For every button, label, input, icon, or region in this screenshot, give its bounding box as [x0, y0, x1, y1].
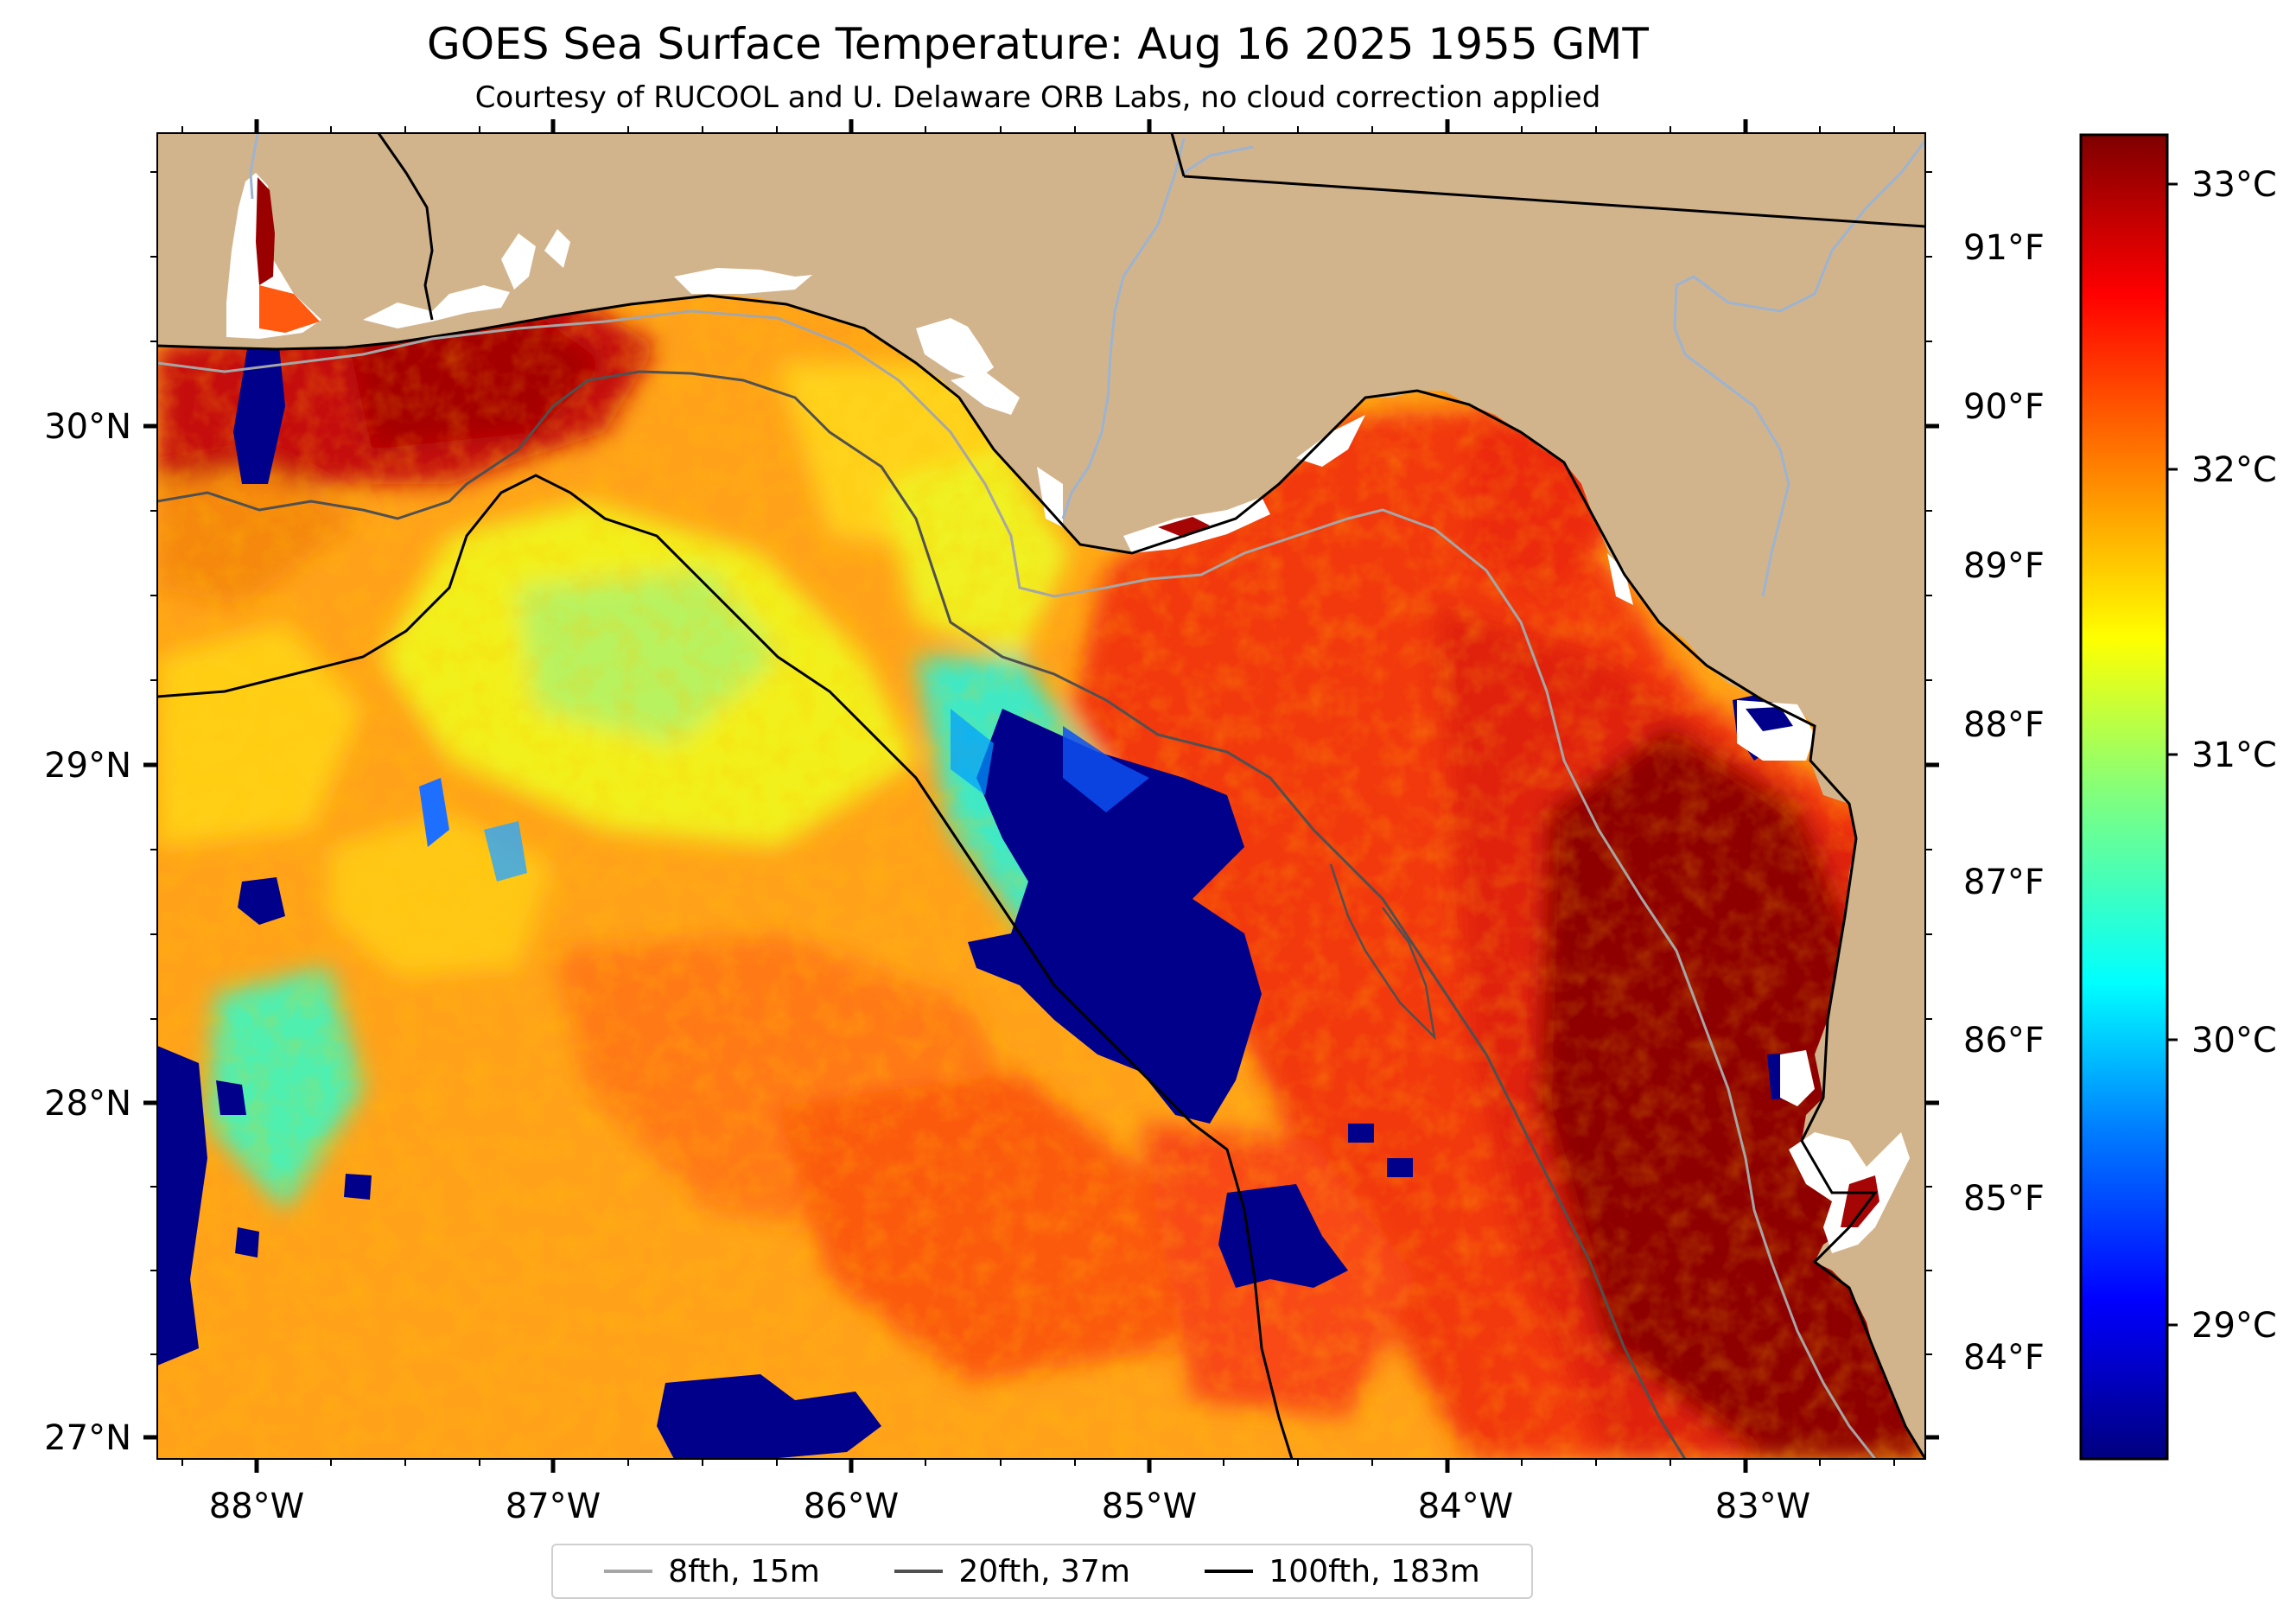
f-label: 87°F — [1963, 863, 2045, 902]
tick-marks — [143, 119, 1939, 1473]
land-mass — [157, 133, 1925, 1459]
colorbar-tick: 31°C — [2191, 736, 2277, 775]
map-title: GOES Sea Surface Temperature: Aug 16 202… — [427, 19, 1649, 69]
f-label: 88°F — [1963, 705, 2045, 745]
f-label: 90°F — [1963, 387, 2045, 427]
f-label: 89°F — [1963, 546, 2045, 586]
legend-label: 100fth, 183m — [1269, 1553, 1480, 1589]
cold-cores — [157, 320, 1802, 1459]
legend-swatch-15m — [604, 1570, 653, 1573]
legend-swatch-183m — [1205, 1570, 1254, 1573]
isobath-183m — [157, 474, 1294, 1459]
fahrenheit-labels: 91°F 90°F 89°F 88°F 87°F 86°F 85°F 84°F — [1963, 228, 2045, 1378]
isobaths — [157, 309, 1877, 1459]
colorbar-tick: 29°C — [2191, 1306, 2277, 1346]
lon-label: 85°W — [1102, 1487, 1197, 1526]
lon-label: 83°W — [1715, 1487, 1810, 1526]
isobath-37m — [157, 370, 1687, 1459]
legend-item-183m: 100fth, 183m — [1205, 1553, 1480, 1589]
lon-label: 88°W — [209, 1487, 304, 1526]
map-frame — [156, 132, 1926, 1460]
lon-label: 84°W — [1418, 1487, 1513, 1526]
lat-label: 27°N — [44, 1418, 131, 1458]
legend-item-37m: 20fth, 37m — [894, 1554, 1130, 1589]
mobile-bay — [226, 173, 321, 339]
lat-label: 30°N — [44, 407, 131, 447]
legend-swatch-37m — [894, 1570, 944, 1573]
colorbar-tick: 33°C — [2191, 165, 2277, 205]
isobath-15m — [157, 309, 1877, 1459]
legend-label: 8fth, 15m — [668, 1553, 820, 1589]
lon-label: 87°W — [506, 1487, 601, 1526]
lon-tick-labels: 88°W 87°W 86°W 85°W 84°W 83°W — [209, 1487, 1810, 1526]
f-label: 84°F — [1963, 1338, 2045, 1378]
f-label: 86°F — [1963, 1021, 2045, 1060]
colorbar-tick: 32°C — [2191, 450, 2277, 490]
lat-label: 29°N — [44, 746, 131, 786]
coastline — [157, 294, 1925, 1459]
lon-label: 86°W — [804, 1487, 899, 1526]
land — [157, 133, 1925, 1459]
minor-tick-marks — [150, 126, 1932, 1466]
state-borders — [377, 133, 1925, 321]
lat-label: 28°N — [44, 1084, 131, 1124]
colorbar-bar — [2079, 133, 2169, 1461]
rivers — [249, 133, 1925, 597]
colorbar-tick: 30°C — [2191, 1021, 2277, 1060]
f-label: 91°F — [1963, 228, 2045, 268]
f-label: 85°F — [1963, 1179, 2045, 1219]
legend-item-15m: 8fth, 15m — [604, 1554, 820, 1589]
lat-tick-labels: 30°N 29°N 28°N 27°N — [44, 407, 131, 1458]
legend-label: 20fth, 37m — [958, 1553, 1130, 1589]
map-subtitle: Courtesy of RUCOOL and U. Delaware ORB L… — [475, 80, 1601, 115]
colorbar: 33°C 32°C 31°C 30°C 29°C — [2079, 133, 2277, 1461]
map-area — [157, 133, 1925, 1459]
isobath-legend: 8fth, 15m 20fth, 37m 100fth, 183m — [551, 1544, 1533, 1599]
